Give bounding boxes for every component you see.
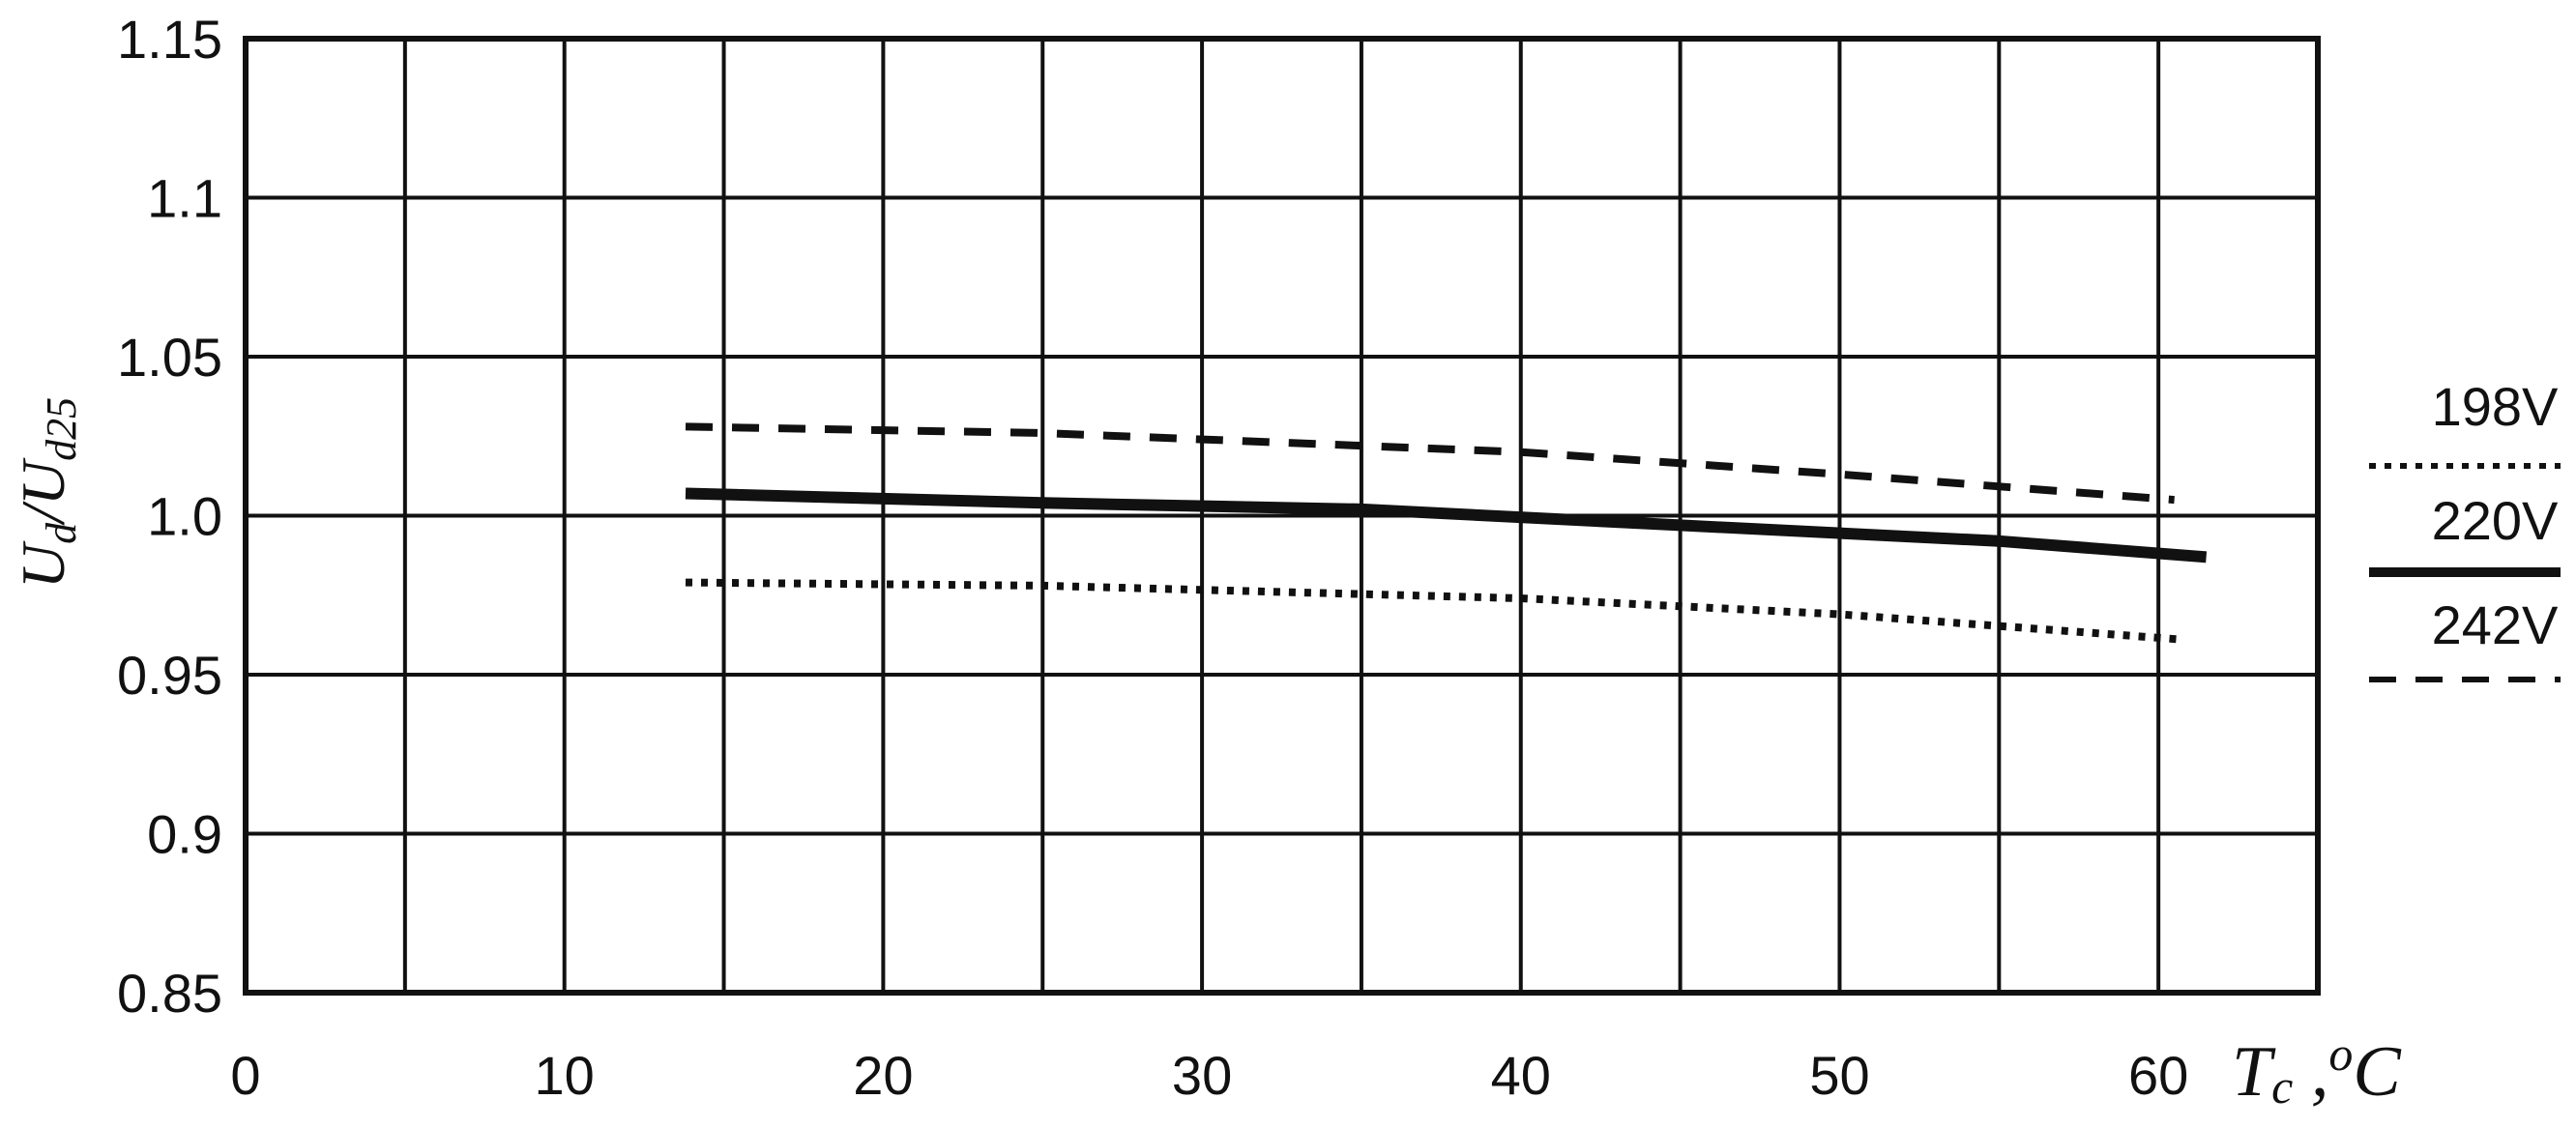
x-tick-label: 10: [535, 1045, 595, 1106]
series-line-242v: [685, 422, 2175, 505]
grid-lines: [244, 37, 2320, 995]
x-tick-label: 50: [1809, 1045, 1869, 1106]
y-tick-label: 0.9: [147, 804, 222, 865]
y-axis-title: Ud/Ud25: [9, 397, 85, 589]
x-axis-title: Tc ,oC: [2232, 1027, 2402, 1114]
y-axis-den: U: [9, 457, 77, 506]
x-axis-sub: c: [2271, 1059, 2293, 1114]
series-line-220v: [685, 487, 2208, 564]
legend-label-198v: 198V: [2432, 376, 2559, 437]
y-axis-num-sub: d: [38, 522, 85, 544]
legend: 198V 220V 242V: [2369, 376, 2561, 682]
x-axis-unit-sup: o: [2328, 1027, 2353, 1081]
series-lines: [685, 422, 2208, 644]
x-tick-label: 0: [230, 1045, 260, 1106]
y-tick-label: 0.85: [117, 963, 222, 1024]
legend-label-242v: 242V: [2432, 594, 2559, 655]
x-tick-label: 60: [2128, 1045, 2188, 1106]
x-axis-main: T: [2232, 1032, 2276, 1112]
series-line-198v: [685, 578, 2184, 644]
plot-frame: [243, 36, 2321, 996]
x-axis-suffix: ,: [2293, 1032, 2328, 1112]
y-tick-label: 1.1: [147, 168, 222, 229]
x-tick-label: 40: [1491, 1045, 1551, 1106]
y-tick-label: 1.05: [117, 327, 222, 388]
y-tick-label: 1.0: [147, 486, 222, 547]
y-axis-den-sub: d25: [38, 397, 85, 461]
x-tick-label: 20: [853, 1045, 913, 1106]
legend-label-220v: 220V: [2432, 490, 2559, 551]
y-axis-num: U: [9, 540, 77, 589]
y-tick-label: 0.95: [117, 645, 222, 706]
x-tick-label: 30: [1172, 1045, 1232, 1106]
y-tick-label: 1.15: [117, 9, 222, 70]
x-axis-unit: C: [2353, 1032, 2402, 1112]
x-tick-labels: 0 10 20 30 40 50 60: [230, 1045, 2188, 1106]
y-tick-labels: 0.85 0.9 0.95 1.0 1.05 1.1 1.15: [117, 9, 222, 1024]
